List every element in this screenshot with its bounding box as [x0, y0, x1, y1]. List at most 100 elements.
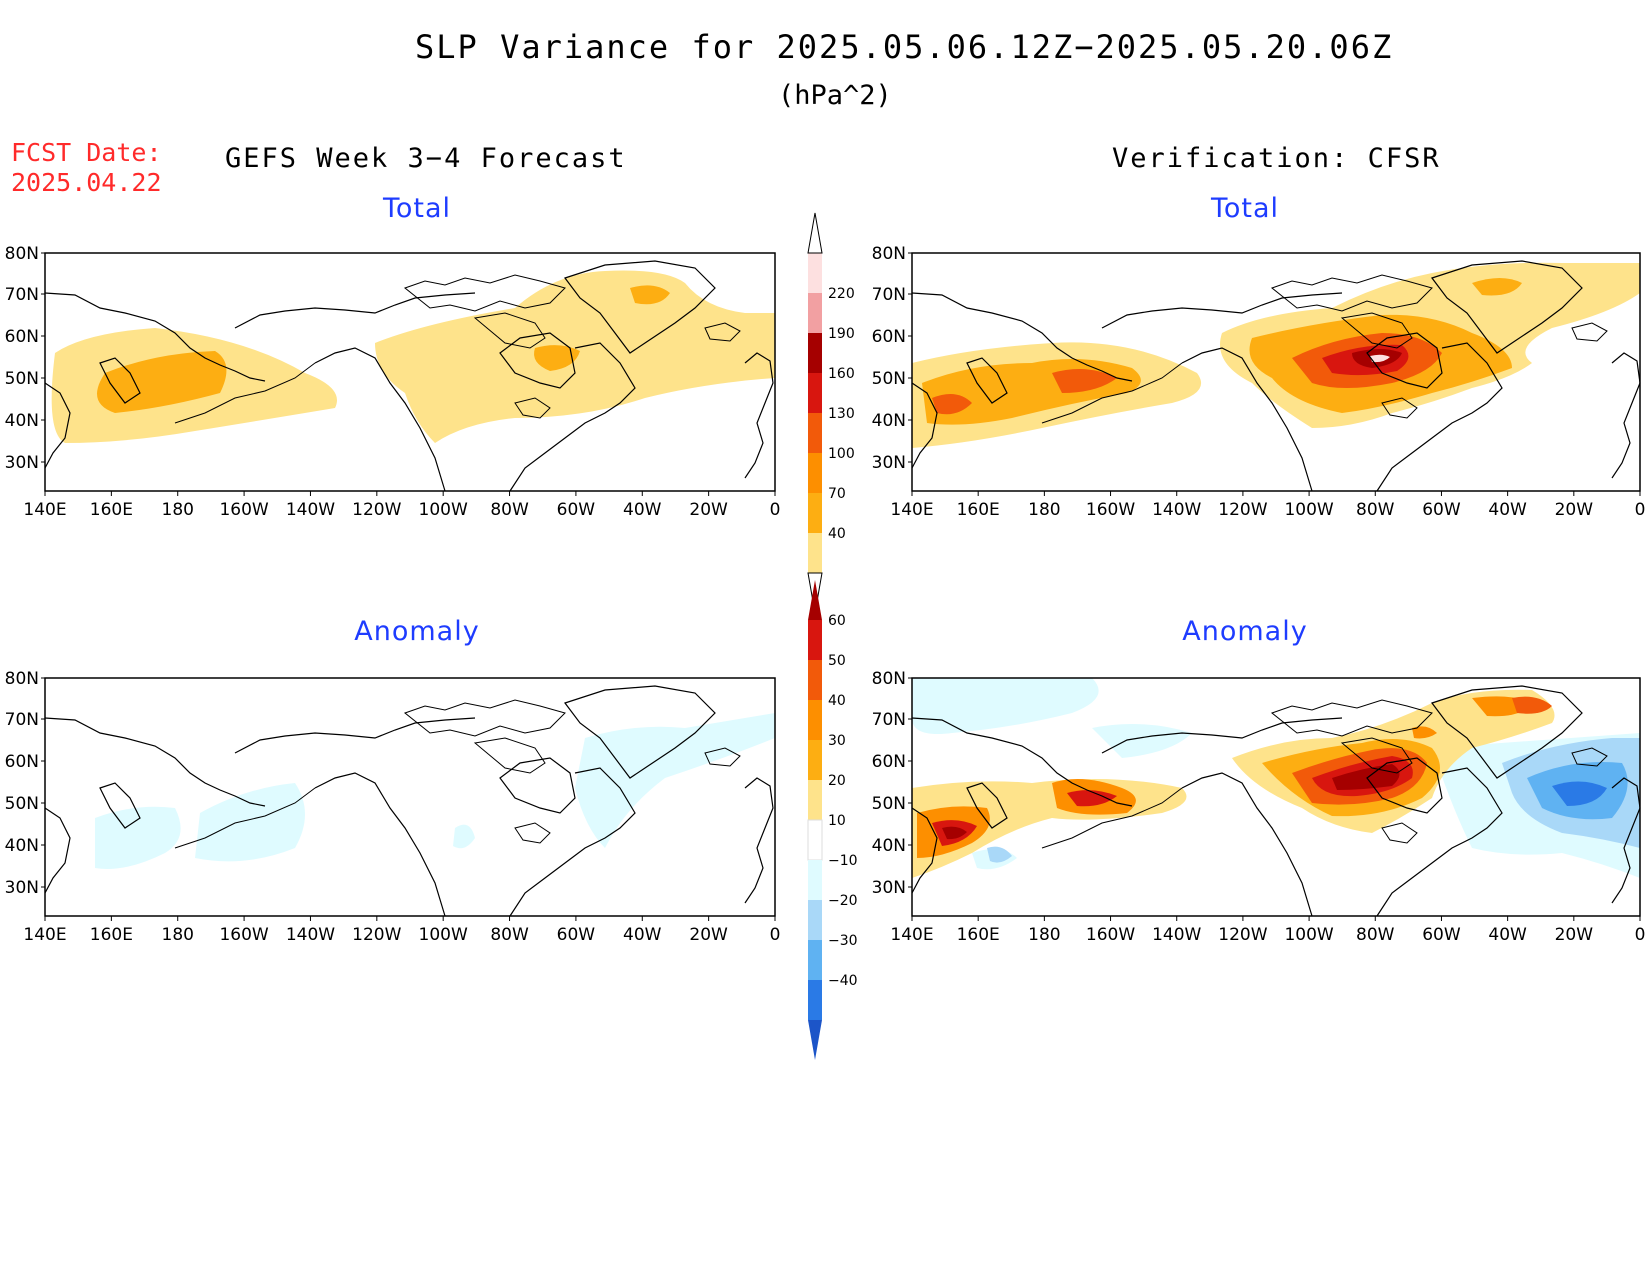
fcst-date-value: 2025.04.22 — [11, 168, 162, 197]
bottom-right-lon-tick: 60W — [1422, 925, 1461, 945]
top-right-lon-tick: 160W — [1086, 500, 1135, 520]
total-colorbar-swatch — [808, 253, 822, 293]
top-left-lat-tick: 80N — [5, 244, 39, 264]
top-right-lon-tick: 0 — [1635, 500, 1646, 520]
top-left-lat-tick: 70N — [5, 285, 39, 305]
total-colorbar-swatch — [808, 493, 822, 533]
bottom-right-lat-tick: 30N — [872, 878, 906, 898]
total-colorbar-swatch — [808, 453, 822, 493]
bottom-right-lat-tick: 60N — [872, 752, 906, 772]
anomaly-colorbar-lower-arrow — [808, 1020, 822, 1060]
bottom-left-lon-tick: 0 — [770, 925, 781, 945]
bottom-left-lat-tick: 40N — [5, 836, 39, 856]
anomaly-colorbar-label: −20 — [828, 893, 858, 909]
total-colorbar-label: 100 — [828, 446, 855, 462]
anomaly-colorbar-swatch — [808, 940, 822, 980]
anomaly-colorbar-swatch — [808, 660, 822, 700]
anomaly-colorbar-swatch — [808, 900, 822, 940]
anomaly-colorbar-label: 50 — [828, 653, 846, 669]
bottom-left-lat-tick: 30N — [5, 878, 39, 898]
total-colorbar-label: 190 — [828, 326, 855, 342]
top-left-lon-tick: 160W — [219, 500, 268, 520]
top-right-panel-label: Total — [1210, 193, 1280, 224]
right-column-title: Verification: CFSR — [1112, 143, 1441, 174]
bottom-right-lon-tick: 140W — [1152, 925, 1201, 945]
anomaly-colorbar-label: −30 — [828, 933, 858, 949]
bottom-right-map-body — [911, 677, 1641, 917]
top-right-lon-tick: 60W — [1422, 500, 1461, 520]
top-left-lat-tick: 60N — [5, 327, 39, 347]
anomaly-colorbar-label: 10 — [828, 813, 846, 829]
bottom-left-lon-tick: 20W — [689, 925, 728, 945]
top-right-lon-tick: 140E — [890, 500, 933, 520]
bottom-right-lat-tick: 40N — [872, 836, 906, 856]
figure-title: SLP Variance for 2025.05.06.12Z−2025.05.… — [415, 28, 1394, 66]
top-right-lat-tick: 70N — [872, 285, 906, 305]
anomaly-colorbar-label: 20 — [828, 773, 846, 789]
fcst-date-block: FCST Date: 2025.04.22 — [11, 138, 162, 198]
bottom-right-lat-tick: 70N — [872, 710, 906, 730]
top-left-lat-tick: 40N — [5, 411, 39, 431]
total-colorbar-swatch — [808, 333, 822, 373]
fcst-date-label: FCST Date: — [11, 138, 162, 167]
top-right-lon-tick: 40W — [1488, 500, 1527, 520]
bottom-right-lat-tick: 80N — [872, 669, 906, 689]
top-right-lat-tick: 40N — [872, 411, 906, 431]
top-left-lon-tick: 160E — [90, 500, 133, 520]
top-left-lon-tick: 20W — [689, 500, 728, 520]
anomaly-colorbar-upper-arrow — [808, 580, 822, 620]
bottom-right-lon-tick: 180 — [1028, 925, 1060, 945]
bottom-left-lon-tick: 140W — [286, 925, 335, 945]
top-left-map-body — [44, 252, 776, 492]
top-left-lon-tick: 60W — [557, 500, 596, 520]
top-left-lon-tick: 140E — [23, 500, 66, 520]
bottom-left-lon-tick: 180 — [162, 925, 194, 945]
top-right-lat-tick: 80N — [872, 244, 906, 264]
bottom-left-panel-label: Anomaly — [354, 616, 480, 647]
top-left-panel-label: Total — [382, 193, 452, 224]
top-left-lat-tick: 50N — [5, 369, 39, 389]
bottom-left-lon-tick: 80W — [490, 925, 529, 945]
anomaly-colorbar-swatch — [808, 700, 822, 740]
anomaly-colorbar-label: −10 — [828, 853, 858, 869]
total-colorbar-label: 160 — [828, 366, 855, 382]
total-colorbar-label: 70 — [828, 486, 846, 502]
bottom-right-lat-tick: 50N — [872, 794, 906, 814]
total-colorbar-swatch — [808, 293, 822, 333]
axis-labels: 80N 70N 60N 50N 40N 30N 140E 160E 180 160W 140W 120… — [5, 244, 1646, 945]
bottom-left-lat-tick: 60N — [5, 752, 39, 772]
top-left-lon-tick: 140W — [286, 500, 335, 520]
top-left-lon-tick: 180 — [162, 500, 194, 520]
top-right-lon-tick: 80W — [1356, 500, 1395, 520]
top-right-lat-tick: 60N — [872, 327, 906, 347]
bottom-right-lon-tick: 80W — [1356, 925, 1395, 945]
bottom-left-lon-tick: 160E — [90, 925, 133, 945]
bottom-right-lon-tick: 40W — [1488, 925, 1527, 945]
total-colorbar-label: 40 — [828, 526, 846, 542]
total-colorbar-swatch — [808, 373, 822, 413]
anomaly-colorbar-swatch — [808, 780, 822, 820]
bottom-left-map-body — [44, 677, 776, 917]
top-left-lat-tick: 30N — [5, 453, 39, 473]
bottom-right-lon-tick: 20W — [1555, 925, 1594, 945]
anomaly-colorbar-label: 40 — [828, 693, 846, 709]
bottom-right-lon-tick: 160E — [957, 925, 1000, 945]
top-right-lon-tick: 160E — [957, 500, 1000, 520]
top-right-lon-tick: 140W — [1152, 500, 1201, 520]
total-colorbar-upper-arrow — [807, 212, 823, 254]
bottom-left-lat-tick: 50N — [5, 794, 39, 814]
bottom-right-panel-label: Anomaly — [1182, 616, 1308, 647]
bottom-right-lon-tick: 0 — [1635, 925, 1646, 945]
top-left-lon-tick: 0 — [770, 500, 781, 520]
anomaly-colorbar-swatch — [808, 740, 822, 780]
anomaly-colorbar: 60 50 40 30 20 10 −10 −20 −30 −40 — [807, 580, 858, 1060]
top-right-lon-tick: 20W — [1555, 500, 1594, 520]
bottom-left-lon-tick: 120W — [352, 925, 401, 945]
bottom-left-lon-tick: 40W — [623, 925, 662, 945]
bottom-left-lon-tick: 100W — [419, 925, 468, 945]
total-colorbar-label: 130 — [828, 406, 855, 422]
top-right-lon-tick: 180 — [1028, 500, 1060, 520]
top-right-lat-tick: 30N — [872, 453, 906, 473]
total-colorbar: 40 70 100 130 160 190 220 — [807, 212, 855, 614]
